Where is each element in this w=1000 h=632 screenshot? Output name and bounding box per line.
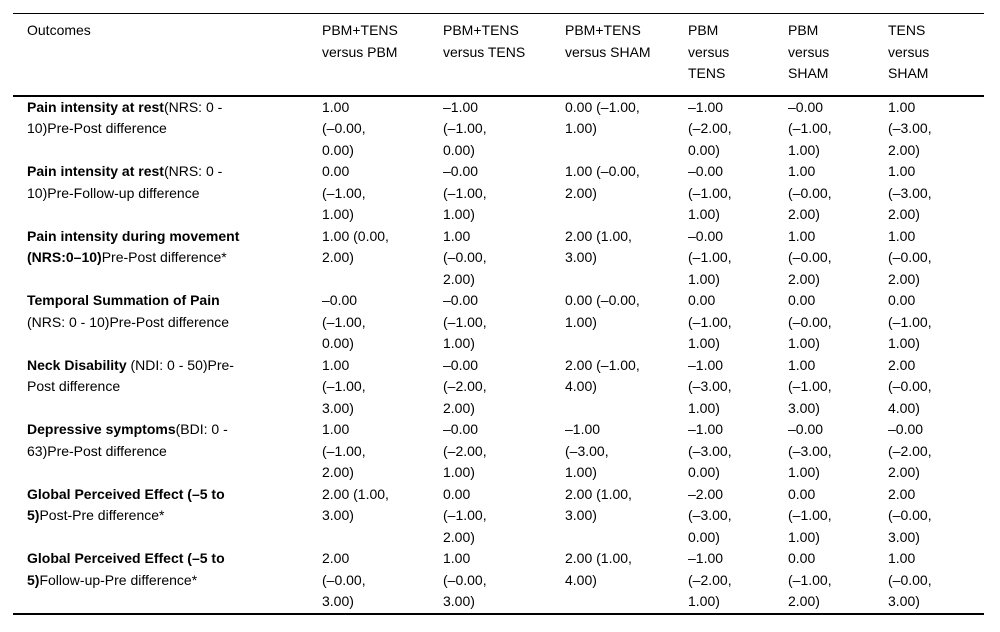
value-cell: 2.00 (1.00, 3.00) xyxy=(565,485,632,524)
value-cell: –0.00 (–1.00, 1.00) xyxy=(443,163,487,222)
column-header-outcomes: Outcomes xyxy=(13,13,322,97)
column-header-pbmtens-vs-tens: PBM+TENS versus TENS xyxy=(443,13,565,97)
outcome-detail: (NRS: 0 - 10)Pre-Post difference xyxy=(27,98,223,137)
value-cell: –1.00 (–2.00, 1.00) xyxy=(688,550,732,609)
column-header-tens-vs-sham: TENS versus SHAM xyxy=(888,13,984,97)
value-cell: 2.00 (–0.00, 3.00) xyxy=(888,485,932,545)
table-header: Outcomes PBM+TENS versus PBM PBM+TENS ve… xyxy=(13,13,984,97)
value-cell: –1.00 (–3.00, 1.00) xyxy=(565,421,609,480)
outcome-detail: (NRS: 0 - 10)Pre-Post difference xyxy=(27,313,230,330)
outcome-detail: Post-Pre difference* xyxy=(39,507,165,523)
outcomes-comparison-table: Outcomes PBM+TENS versus PBM PBM+TENS ve… xyxy=(13,13,984,615)
table-row: Temporal Summation of Pain (NRS: 0 - 10)… xyxy=(13,290,984,355)
value-cell: –1.00 (–3.00, 1.00) xyxy=(688,356,732,416)
outcome-detail: Follow-up-Pre difference* xyxy=(39,571,198,588)
table-row: Pain intensity at rest(NRS: 0 - 10)Pre-P… xyxy=(13,96,984,162)
outcome-cell: Global Perceived Effect (–5 to 5)Post-Pr… xyxy=(13,484,322,549)
table-row: Pain intensity during movement (NRS:0–10… xyxy=(13,226,984,291)
value-cell: 0.00 (–1.00, 1.00) xyxy=(688,292,732,351)
value-cell: –0.00 (–2.00, 2.00) xyxy=(443,356,487,416)
value-cell: –0.00 (–3.00, 1.00) xyxy=(788,421,832,480)
table-row: Global Perceived Effect (–5 to 5)Follow-… xyxy=(13,548,984,614)
outcome-detail: (BDI: 0 - 63)Pre-Post difference xyxy=(27,421,228,459)
value-cell: –0.00 (–2.00, 1.00) xyxy=(443,421,487,480)
outcome-cell: Temporal Summation of Pain (NRS: 0 - 10)… xyxy=(13,290,322,355)
outcome-name: Pain intensity at rest xyxy=(27,98,164,115)
value-cell: –0.00 (–1.00, 1.00) xyxy=(443,292,487,351)
column-header-pbmtens-vs-pbm: PBM+TENS versus PBM xyxy=(322,13,443,97)
value-cell: –0.00 (–1.00, 1.00) xyxy=(688,227,732,287)
outcome-cell: Pain intensity during movement (NRS:0–10… xyxy=(13,226,322,291)
value-cell: 2.00 (1.00, 4.00) xyxy=(565,550,632,588)
value-cell: 2.00 (–0.00, 4.00) xyxy=(888,356,932,416)
outcome-name: Neck Disability xyxy=(27,356,127,373)
value-cell: –0.00 (–1.00, 1.00) xyxy=(688,163,732,222)
value-cell: –1.00 (–3.00, 0.00) xyxy=(688,421,732,480)
value-cell: 0.00 (–0.00, 1.00) xyxy=(565,292,640,330)
value-cell: 0.00 (–1.00, 2.00) xyxy=(788,550,832,609)
value-cell: –2.00 (–3.00, 0.00) xyxy=(688,485,732,545)
value-cell: 2.00 (1.00, 3.00) xyxy=(322,485,389,524)
outcome-cell: Pain intensity at rest(NRS: 0 - 10)Pre-F… xyxy=(13,161,322,226)
table-row: Global Perceived Effect (–5 to 5)Post-Pr… xyxy=(13,484,984,549)
value-cell: 1.00 (–0.00, 2.00) xyxy=(565,163,640,201)
column-header-pbm-vs-sham: PBM versus SHAM xyxy=(788,13,888,97)
value-cell: 1.00 (–0.00, 3.00) xyxy=(888,550,932,609)
column-header-pbmtens-vs-sham: PBM+TENS versus SHAM xyxy=(565,13,688,97)
outcome-detail: (NDI: 0 - 50)Pre- Post difference xyxy=(27,356,234,395)
value-cell: 0.00 (–1.00, 1.00) xyxy=(888,292,932,351)
value-cell: 0.00 (–1.00, 2.00) xyxy=(443,485,487,545)
value-cell: 1.00 (–0.00, 3.00) xyxy=(443,550,487,609)
value-cell: 1.00 (–3.00, 2.00) xyxy=(888,98,932,158)
value-cell: 1.00 (–0.00, 2.00) xyxy=(788,163,832,222)
value-cell: –1.00 (–1.00, 0.00) xyxy=(443,98,487,158)
outcome-name: Pain intensity at rest xyxy=(27,163,164,179)
table-row: Pain intensity at rest(NRS: 0 - 10)Pre-F… xyxy=(13,161,984,226)
value-cell: 1.00 (–1.00, 3.00) xyxy=(322,356,366,416)
outcome-name: Depressive symptoms xyxy=(27,421,176,437)
value-cell: 1.00 (–3.00, 2.00) xyxy=(888,163,932,222)
value-cell: 1.00 (–0.00, 2.00) xyxy=(788,227,832,287)
value-cell: 1.00 (–0.00, 2.00) xyxy=(443,227,487,287)
outcome-cell: Pain intensity at rest(NRS: 0 - 10)Pre-P… xyxy=(13,96,322,162)
table-row: Depressive symptoms(BDI: 0 - 63)Pre-Post… xyxy=(13,419,984,484)
value-cell: 0.00 (–1.00, 1.00) xyxy=(565,98,640,137)
outcome-name: Pain intensity during movement (NRS:0–10… xyxy=(27,227,240,266)
value-cell: 1.00 (0.00, 2.00) xyxy=(322,227,389,266)
outcome-detail: (NRS: 0 - 10)Pre-Follow-up difference xyxy=(27,163,223,201)
value-cell: 1.00 (–1.00, 2.00) xyxy=(322,421,366,480)
outcome-cell: Neck Disability (NDI: 0 - 50)Pre- Post d… xyxy=(13,355,322,420)
value-cell: –0.00 (–1.00, 0.00) xyxy=(322,292,366,351)
value-cell: 2.00 (–0.00, 3.00) xyxy=(322,550,366,609)
outcome-detail: Pre-Post difference* xyxy=(101,249,227,265)
column-header-pbm-vs-tens: PBM versus TENS xyxy=(688,13,788,97)
value-cell: 1.00 (–0.00, 2.00) xyxy=(888,227,932,287)
value-cell: 0.00 (–1.00, 1.00) xyxy=(322,163,366,222)
value-cell: –0.00 (–1.00, 1.00) xyxy=(788,98,832,158)
value-cell: 1.00 (–1.00, 3.00) xyxy=(788,356,832,416)
value-cell: 0.00 (–0.00, 1.00) xyxy=(788,292,832,351)
outcome-name: Global Perceived Effect (–5 to 5) xyxy=(27,550,225,588)
value-cell: 2.00 (1.00, 3.00) xyxy=(565,227,632,266)
outcome-cell: Depressive symptoms(BDI: 0 - 63)Pre-Post… xyxy=(13,419,322,484)
outcome-name: Global Perceived Effect (–5 to 5) xyxy=(27,485,225,524)
outcome-cell: Global Perceived Effect (–5 to 5)Follow-… xyxy=(13,548,322,614)
table-row: Neck Disability (NDI: 0 - 50)Pre- Post d… xyxy=(13,355,984,420)
value-cell: –0.00 (–2.00, 2.00) xyxy=(888,421,932,480)
value-cell: 0.00 (–1.00, 1.00) xyxy=(788,485,832,545)
value-cell: –1.00 (–2.00, 0.00) xyxy=(688,98,732,158)
value-cell: 1.00 (–0.00, 0.00) xyxy=(322,98,366,158)
header-row: Outcomes PBM+TENS versus PBM PBM+TENS ve… xyxy=(13,13,984,97)
table-body: Pain intensity at rest(NRS: 0 - 10)Pre-P… xyxy=(13,96,984,614)
value-cell: 2.00 (–1.00, 4.00) xyxy=(565,356,640,395)
outcome-name: Temporal Summation of Pain xyxy=(27,292,220,308)
